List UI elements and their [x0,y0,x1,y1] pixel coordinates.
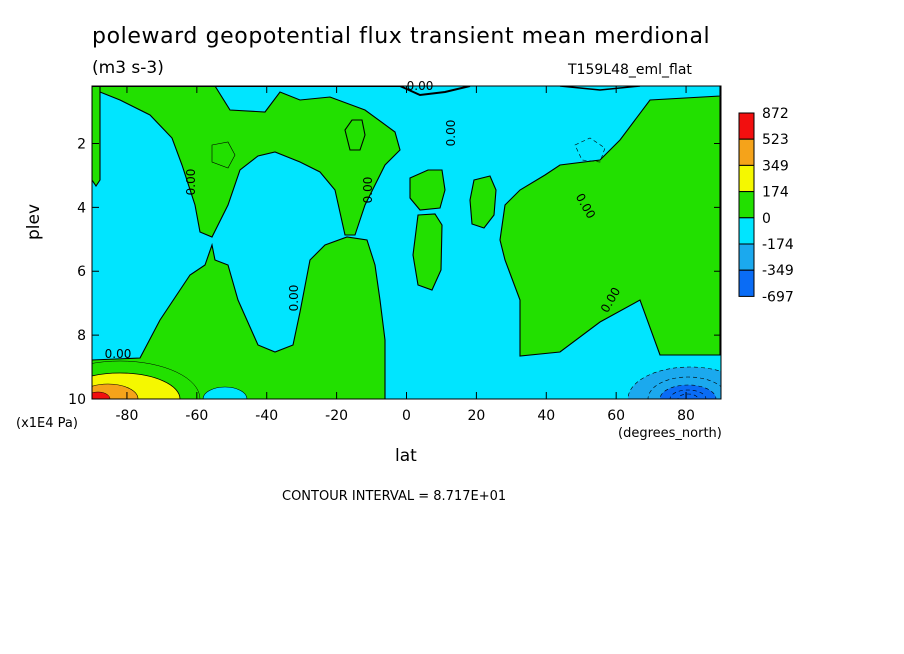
upper-left-positive [92,86,401,238]
center-blob-positive [412,213,443,291]
colorbar-swatch [738,191,755,219]
y-tick-label: 6 [77,264,86,280]
contour-label: 0.00 [287,285,301,312]
contour-label: 0.00 [184,169,198,196]
x-tick-label: -40 [255,408,278,424]
dataset-label: T159L48_eml_flat [568,62,692,78]
right-island-positive [469,175,497,229]
x-tick-label: 20 [467,408,485,424]
contour-label: 0.00 [361,177,375,204]
contour-label: 0.00 [444,120,458,147]
x-axis-label: lat [395,446,417,466]
upper-right-top-island [344,119,366,151]
x-tick-label: 60 [607,408,625,424]
lower-left-positive [92,236,386,399]
y-tick-label: 8 [77,328,86,344]
chart-title: poleward geopotential flux transient mea… [92,24,711,49]
colorbar-label: -174 [762,237,794,253]
colorbar-label: -349 [762,263,794,279]
mid-island-positive [409,169,446,211]
colorbar-label: 0 [762,211,771,227]
x-tick-label: 40 [537,408,555,424]
chart-units: (m3 s-3) [92,58,164,78]
x-tick-label: 80 [677,408,695,424]
colorbar-label: 523 [762,132,789,148]
colorbar-label: -697 [762,289,794,305]
contour-interval: CONTOUR INTERVAL = 8.717E+01 [282,489,507,504]
colorbar-swatch [738,243,755,271]
x-axis-ticks: -80 -60 -40 -20 0 20 40 60 80 [116,86,695,424]
positive-regions [92,86,721,399]
y-tick-label: 10 [68,392,86,408]
x-tick-label: -20 [325,408,348,424]
colorbar-swatch [738,217,755,245]
x-tick-label: -60 [185,408,208,424]
colorbar-swatch [738,164,755,193]
x-tick-label: 0 [402,408,411,424]
colorbar-swatch [738,138,755,166]
colorbar-label: 349 [762,158,789,174]
x-axis-units: (degrees_north) [618,426,722,441]
colorbar-swatch [738,112,755,140]
y-tick-label: 2 [77,136,86,152]
y-axis-units: (x1E4 Pa) [16,416,78,431]
x-tick-label: -80 [116,408,139,424]
colorbar-label: 872 [762,106,789,122]
north-negative-core [627,366,721,399]
top-strip-positive [92,86,101,187]
upper-positive-band [92,86,721,357]
colorbar-label: 174 [762,185,789,201]
colorbar-swatch [738,269,755,297]
contour-label: 0.00 [105,347,132,361]
colorbar: 872 523 349 174 0 -174 -349 -697 [738,106,794,305]
y-axis-ticks: 2 4 6 8 10 [68,136,721,408]
contour-label: 0.00 [407,79,434,93]
minor-contours [92,86,641,169]
y-tick-label: 4 [77,200,86,216]
